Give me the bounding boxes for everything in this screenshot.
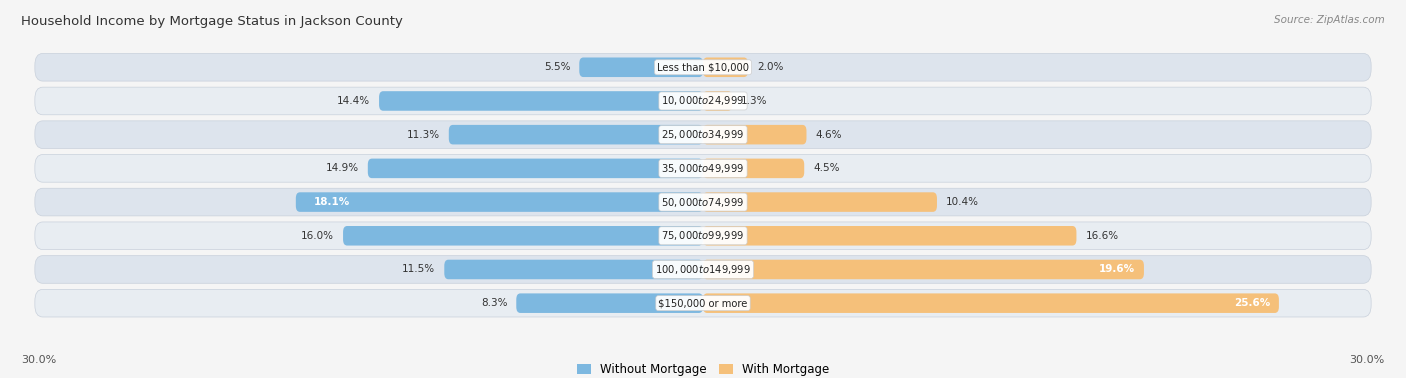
FancyBboxPatch shape — [35, 289, 1371, 317]
FancyBboxPatch shape — [295, 192, 703, 212]
Text: $75,000 to $99,999: $75,000 to $99,999 — [661, 229, 745, 242]
Text: 4.6%: 4.6% — [815, 130, 842, 139]
FancyBboxPatch shape — [703, 192, 936, 212]
Text: 5.5%: 5.5% — [544, 62, 571, 72]
FancyBboxPatch shape — [703, 57, 748, 77]
FancyBboxPatch shape — [444, 260, 703, 279]
FancyBboxPatch shape — [343, 226, 703, 246]
FancyBboxPatch shape — [35, 256, 1371, 283]
Text: 30.0%: 30.0% — [1350, 355, 1385, 365]
FancyBboxPatch shape — [368, 159, 703, 178]
FancyBboxPatch shape — [35, 222, 1371, 249]
Text: 8.3%: 8.3% — [481, 298, 508, 308]
Text: 14.4%: 14.4% — [337, 96, 370, 106]
Text: 11.5%: 11.5% — [402, 265, 436, 274]
Text: 4.5%: 4.5% — [813, 163, 839, 174]
Text: $100,000 to $149,999: $100,000 to $149,999 — [655, 263, 751, 276]
Text: 16.6%: 16.6% — [1085, 231, 1119, 241]
Text: $25,000 to $34,999: $25,000 to $34,999 — [661, 128, 745, 141]
FancyBboxPatch shape — [35, 53, 1371, 81]
FancyBboxPatch shape — [35, 155, 1371, 182]
Text: 19.6%: 19.6% — [1099, 265, 1135, 274]
Text: Source: ZipAtlas.com: Source: ZipAtlas.com — [1274, 15, 1385, 25]
FancyBboxPatch shape — [449, 125, 703, 144]
Text: $50,000 to $74,999: $50,000 to $74,999 — [661, 195, 745, 209]
Text: 1.3%: 1.3% — [741, 96, 768, 106]
Text: $150,000 or more: $150,000 or more — [658, 298, 748, 308]
Text: 18.1%: 18.1% — [314, 197, 350, 207]
FancyBboxPatch shape — [35, 121, 1371, 149]
FancyBboxPatch shape — [35, 87, 1371, 115]
FancyBboxPatch shape — [703, 125, 807, 144]
Text: 16.0%: 16.0% — [301, 231, 335, 241]
FancyBboxPatch shape — [703, 91, 733, 111]
Text: 30.0%: 30.0% — [21, 355, 56, 365]
Text: 11.3%: 11.3% — [406, 130, 440, 139]
FancyBboxPatch shape — [703, 226, 1077, 246]
Text: 25.6%: 25.6% — [1233, 298, 1270, 308]
FancyBboxPatch shape — [579, 57, 703, 77]
Text: 2.0%: 2.0% — [756, 62, 783, 72]
FancyBboxPatch shape — [516, 293, 703, 313]
FancyBboxPatch shape — [35, 188, 1371, 216]
FancyBboxPatch shape — [703, 159, 804, 178]
Text: 14.9%: 14.9% — [326, 163, 359, 174]
FancyBboxPatch shape — [703, 260, 1144, 279]
Text: Household Income by Mortgage Status in Jackson County: Household Income by Mortgage Status in J… — [21, 15, 404, 28]
Legend: Without Mortgage, With Mortgage: Without Mortgage, With Mortgage — [572, 358, 834, 378]
FancyBboxPatch shape — [703, 293, 1279, 313]
FancyBboxPatch shape — [380, 91, 703, 111]
Text: $10,000 to $24,999: $10,000 to $24,999 — [661, 94, 745, 107]
Text: 10.4%: 10.4% — [946, 197, 979, 207]
Text: Less than $10,000: Less than $10,000 — [657, 62, 749, 72]
Text: $35,000 to $49,999: $35,000 to $49,999 — [661, 162, 745, 175]
